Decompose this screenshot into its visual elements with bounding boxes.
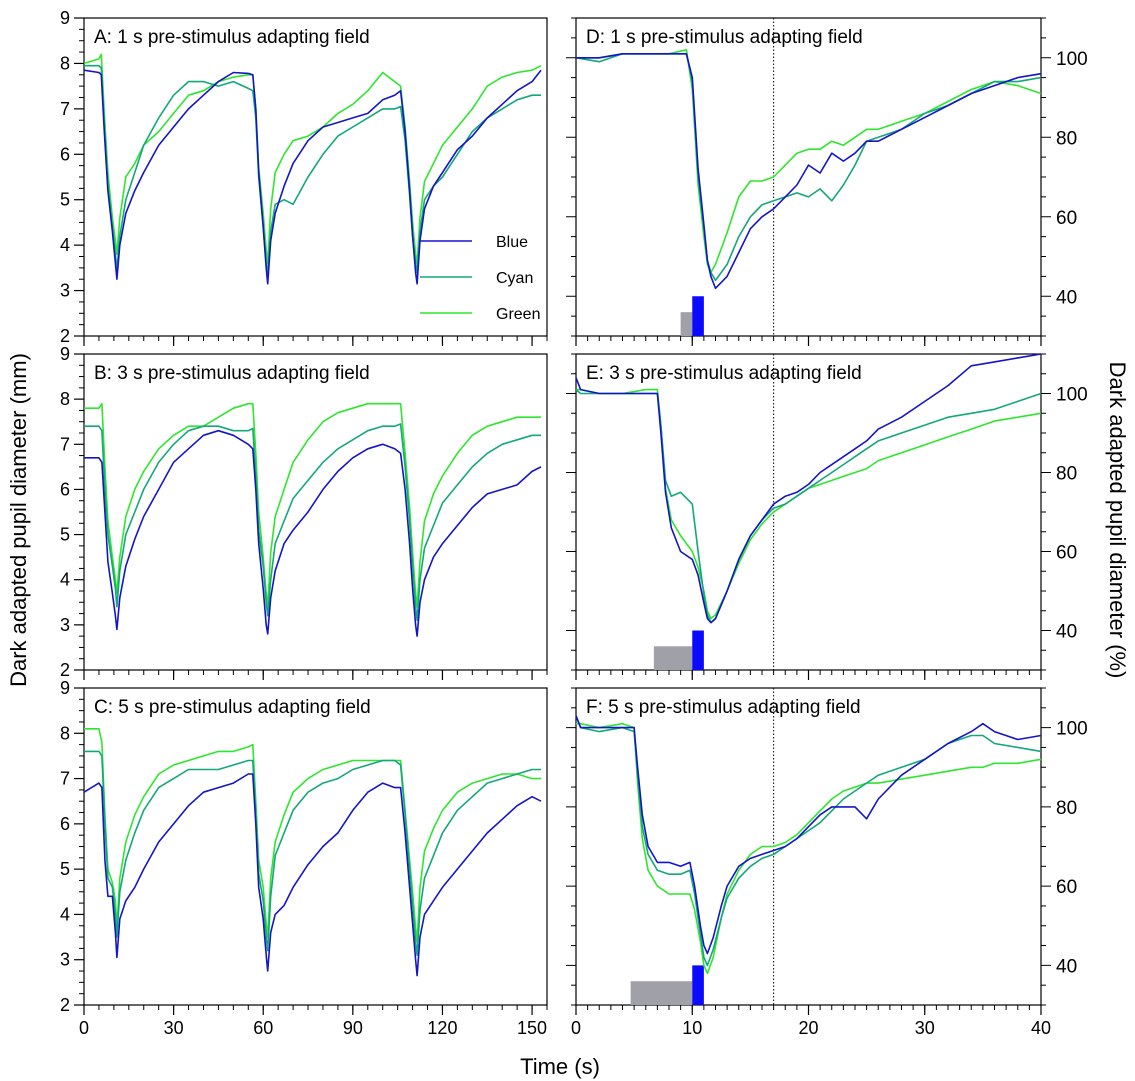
- y-tick-label: 8: [60, 723, 70, 743]
- y-tick-label-right: 80: [1056, 798, 1077, 819]
- x-tick-label: 60: [253, 1018, 273, 1038]
- y-tick-label: 7: [60, 99, 70, 119]
- panel-frame: [575, 353, 1042, 671]
- series-line-green: [576, 48, 1042, 274]
- panel-title: C: 5 s pre-stimulus adapting field: [94, 697, 371, 718]
- series-line-green: [83, 53, 542, 265]
- x-tick-label: 20: [798, 1018, 818, 1038]
- y-tick-label-right: 80: [1056, 464, 1077, 485]
- y-tick-label: 6: [60, 479, 70, 499]
- adapting-field-bar: [680, 312, 693, 336]
- x-tick-label: 90: [343, 1018, 363, 1038]
- stimulus-bar: [692, 965, 704, 1005]
- series-line-blue: [575, 715, 1042, 955]
- panel-d: 40 60 80 100 D: 1 s pre-stimulus adapting fi…: [566, 17, 1088, 346]
- series-line-green: [576, 722, 1042, 975]
- y-tick-label: 5: [60, 525, 70, 545]
- y-tick-label-right: 100: [1056, 49, 1088, 70]
- series-line-blue: [83, 69, 542, 285]
- x-tick-label: 10: [682, 1018, 702, 1038]
- x-tick-label: 120: [427, 1018, 457, 1038]
- y-tick-label: 3: [60, 281, 70, 301]
- panel-frame: [83, 687, 548, 1006]
- y-tick-label-right: 60: [1056, 877, 1077, 898]
- x-tick-label: 0: [571, 1018, 581, 1038]
- x-tick-label: 30: [915, 1018, 935, 1038]
- y-tick-label: 6: [60, 814, 70, 834]
- y-tick-label-right: 40: [1056, 287, 1077, 308]
- y-tick-label: 3: [60, 950, 70, 970]
- stimulus-bar: [692, 296, 704, 336]
- y-tick-label-right: 40: [1056, 956, 1077, 977]
- y-tick-label: 4: [60, 235, 70, 255]
- y-tick-label-right: 60: [1056, 208, 1077, 229]
- y-tick-label: 4: [60, 570, 70, 590]
- y-tick-label: 9: [60, 678, 70, 698]
- panel-title: F: 5 s pre-stimulus adapting field: [586, 697, 861, 718]
- y-tick-label: 9: [60, 344, 70, 364]
- panel-f: 0 10 20 30 40 40 60 80 100 F: 5 s pre-stimulus ad…: [566, 687, 1088, 1038]
- y-tick-label: 4: [60, 904, 70, 924]
- x-tick-label: 150: [517, 1018, 547, 1038]
- panel-title: A: 1 s pre-stimulus adapting field: [94, 27, 370, 48]
- x-axis-label: Time (s): [520, 1054, 600, 1079]
- y-tick-label-right: 100: [1056, 385, 1088, 406]
- y-tick-label: 5: [60, 859, 70, 879]
- series-line-green: [84, 727, 541, 943]
- x-tick-label: 30: [164, 1018, 184, 1038]
- panel-a: 2 3 4 5 6 7 8 9 A: 1 s pre-stimulus adapting fie…: [60, 8, 548, 346]
- series-line-blue: [575, 353, 1042, 624]
- y-tick-label: 8: [60, 389, 70, 409]
- series-line-cyan: [575, 715, 1042, 967]
- series-line-green: [84, 402, 541, 608]
- left-y-axis-label: Dark adapted pupil diameter (mm): [6, 353, 31, 687]
- y-tick-label-right: 100: [1056, 719, 1088, 740]
- x-tick-label: 40: [1031, 1018, 1051, 1038]
- y-tick-label: 9: [60, 8, 70, 28]
- panel-b: 2 3 4 5 6 7 8 9 B: 3 s pre-stimulus adapting fie…: [60, 344, 548, 680]
- x-tick-label: 0: [79, 1018, 89, 1038]
- right-y-axis-label: Dark adapted pupil diameter (%): [1105, 362, 1130, 679]
- y-tick-label: 5: [60, 190, 70, 210]
- panel-e: 40 60 80 100 E: 3 s pre-stimulus adapting fi…: [566, 353, 1088, 680]
- panels: 2 3 4 5 6 7 8 9 A: 1 s pre-stimulus adapting fie…: [60, 8, 1088, 1038]
- y-tick-label: 8: [60, 53, 70, 73]
- series-line-cyan: [575, 52, 1042, 282]
- panel-title: B: 3 s pre-stimulus adapting field: [94, 363, 370, 384]
- series-line-cyan: [575, 388, 1042, 624]
- y-tick-label: 2: [60, 660, 70, 680]
- series-line-cyan: [84, 750, 541, 957]
- panel-title: D: 1 s pre-stimulus adapting field: [586, 27, 863, 48]
- panel-frame: [83, 17, 548, 337]
- series-line-cyan: [84, 64, 541, 274]
- y-tick-label: 7: [60, 434, 70, 454]
- panel-frame: [83, 353, 548, 671]
- panel-c: 0 30 60 90 120 150 2 3 4 5 6 7 8 9 C: 5 s pre-stimulus…: [60, 678, 548, 1038]
- y-tick-label-right: 40: [1056, 622, 1077, 643]
- y-tick-label-right: 60: [1056, 543, 1077, 564]
- y-tick-label: 6: [60, 144, 70, 164]
- y-tick-label: 2: [60, 326, 70, 346]
- series-line-blue: [84, 429, 542, 637]
- panel-frame: [575, 17, 1042, 337]
- adapting-field-bar: [653, 646, 693, 670]
- series-line-cyan: [84, 423, 541, 622]
- series-line-blue: [576, 52, 1042, 290]
- legend-label-green: Green: [496, 306, 540, 323]
- stimulus-bar: [692, 630, 704, 670]
- panel-title: E: 3 s pre-stimulus adapting field: [586, 363, 862, 384]
- y-tick-label: 2: [60, 995, 70, 1015]
- series-line-green: [576, 388, 1042, 620]
- series-line-blue: [83, 773, 542, 977]
- legend-label-blue: Blue: [496, 234, 528, 251]
- legend-label-cyan: Cyan: [496, 270, 533, 287]
- y-tick-label-right: 80: [1056, 128, 1077, 149]
- y-tick-label: 3: [60, 615, 70, 635]
- adapting-field-bar: [630, 981, 693, 1005]
- y-tick-label: 7: [60, 769, 70, 789]
